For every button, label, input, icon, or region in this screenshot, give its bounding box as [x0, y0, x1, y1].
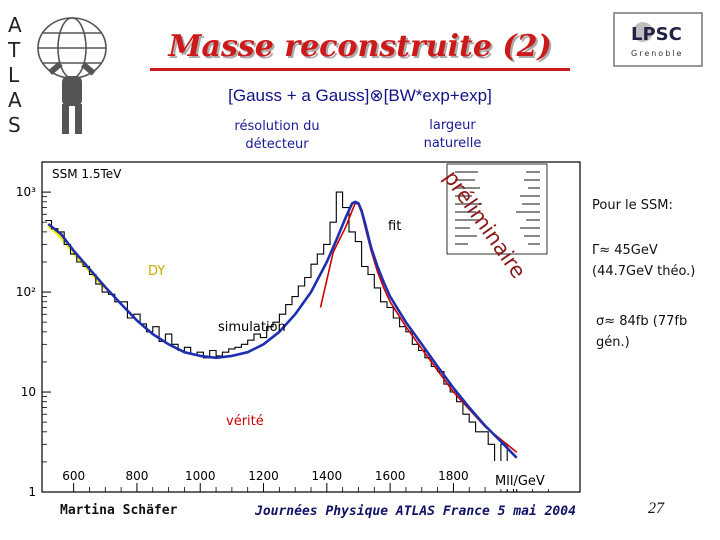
atlas-logo: A T L A S — [7, 13, 107, 137]
x-tick-label: 1000 — [185, 469, 216, 483]
x-tick-label: 800 — [125, 469, 148, 483]
atlas-figure — [48, 61, 96, 134]
x-axis-label: Mll/GeV — [495, 474, 545, 489]
footer-event: Journées Physique ATLAS France 5 mai 200… — [255, 504, 576, 519]
simulation-label: simulation — [218, 320, 286, 335]
footer-author: Martina Schäfer — [60, 503, 178, 518]
resolution-note: résolution du détecteur — [234, 119, 320, 152]
x-tick-label: 600 — [62, 469, 85, 483]
x-tick-label: 1200 — [248, 469, 279, 483]
page-number: 27 — [648, 500, 664, 517]
atlas-globe — [37, 17, 107, 79]
x-tick-label: 1800 — [438, 469, 469, 483]
y-axis: 1 10 10² 10³ — [16, 185, 51, 499]
fit-curve — [47, 200, 518, 459]
atlas-letter: L — [8, 63, 20, 87]
verite-label: vérité — [226, 414, 264, 429]
ssm-note: Pour le SSM: — [592, 198, 673, 213]
fit-formula: [Gauss + a Gauss]⊗[BW*exp+exp] — [228, 86, 492, 105]
atlas-letter: S — [8, 113, 21, 137]
atlas-letter: A — [8, 13, 22, 37]
sigma-note: σ≈ 84fb (77fb gén.) — [596, 314, 688, 350]
slide-title: Masse reconstruite (2) — [168, 29, 552, 64]
chart-title: SSM 1.5TeV — [52, 167, 122, 181]
series-layer — [45, 191, 520, 493]
y-tick-label: 10 — [21, 385, 36, 399]
title-underline — [150, 68, 570, 71]
gamma-note: Γ≈ 45GeV (44.7GeV théo.) — [592, 243, 696, 279]
lpsc-logo: LPSC Grenoble — [613, 12, 703, 67]
y-tick-label: 10³ — [16, 185, 36, 199]
fit-label: fit — [388, 219, 401, 234]
lpsc-logo-subtext: Grenoble — [631, 49, 683, 58]
atlas-letter: A — [8, 88, 22, 112]
stats-box — [446, 163, 548, 255]
y-tick-label: 1 — [28, 485, 36, 499]
dy-label: DY — [148, 264, 165, 279]
x-tick-label: 1600 — [375, 469, 406, 483]
atlas-letter: T — [7, 38, 21, 62]
lpsc-logo-text: LPSC — [631, 24, 682, 45]
x-tick-label: 1400 — [312, 469, 343, 483]
natural-width-note: largeur naturelle — [423, 118, 482, 151]
mass-chart: SSM 1.5TeV 1 10 10² 10³ 600 800 1000 1200 1400 1… — [16, 161, 581, 499]
y-tick-label: 10² — [16, 285, 36, 299]
x-axis: 600800100012001400160018002000 — [62, 469, 549, 492]
